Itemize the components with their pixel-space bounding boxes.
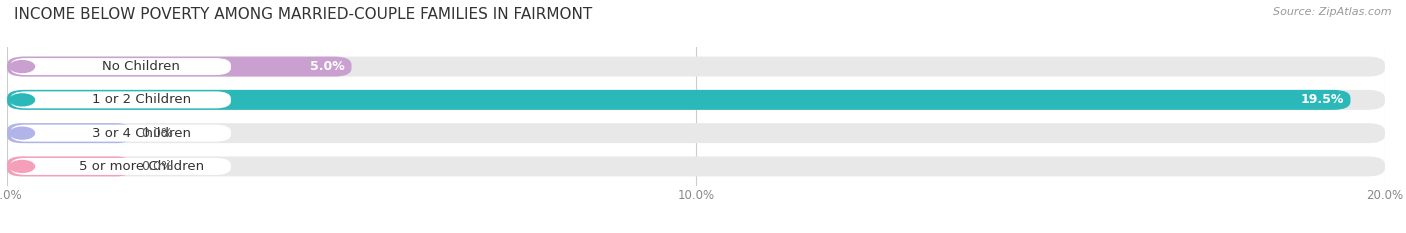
Circle shape (10, 94, 35, 106)
Circle shape (10, 161, 35, 172)
Circle shape (10, 61, 35, 72)
Text: 1 or 2 Children: 1 or 2 Children (91, 93, 191, 106)
Text: 5.0%: 5.0% (309, 60, 344, 73)
Text: Source: ZipAtlas.com: Source: ZipAtlas.com (1274, 7, 1392, 17)
Text: 0.0%: 0.0% (142, 160, 173, 173)
FancyBboxPatch shape (7, 156, 131, 176)
Text: 5 or more Children: 5 or more Children (79, 160, 204, 173)
Text: 3 or 4 Children: 3 or 4 Children (91, 127, 191, 140)
FancyBboxPatch shape (7, 57, 351, 77)
FancyBboxPatch shape (10, 125, 231, 142)
FancyBboxPatch shape (7, 123, 1385, 143)
FancyBboxPatch shape (7, 90, 1350, 110)
FancyBboxPatch shape (7, 156, 1385, 176)
FancyBboxPatch shape (7, 57, 1385, 77)
FancyBboxPatch shape (7, 90, 1385, 110)
FancyBboxPatch shape (10, 91, 231, 108)
Circle shape (10, 127, 35, 139)
Text: 19.5%: 19.5% (1301, 93, 1344, 106)
Text: INCOME BELOW POVERTY AMONG MARRIED-COUPLE FAMILIES IN FAIRMONT: INCOME BELOW POVERTY AMONG MARRIED-COUPL… (14, 7, 592, 22)
Text: 0.0%: 0.0% (142, 127, 173, 140)
FancyBboxPatch shape (7, 123, 131, 143)
Text: No Children: No Children (103, 60, 180, 73)
FancyBboxPatch shape (10, 158, 231, 175)
FancyBboxPatch shape (10, 58, 231, 75)
